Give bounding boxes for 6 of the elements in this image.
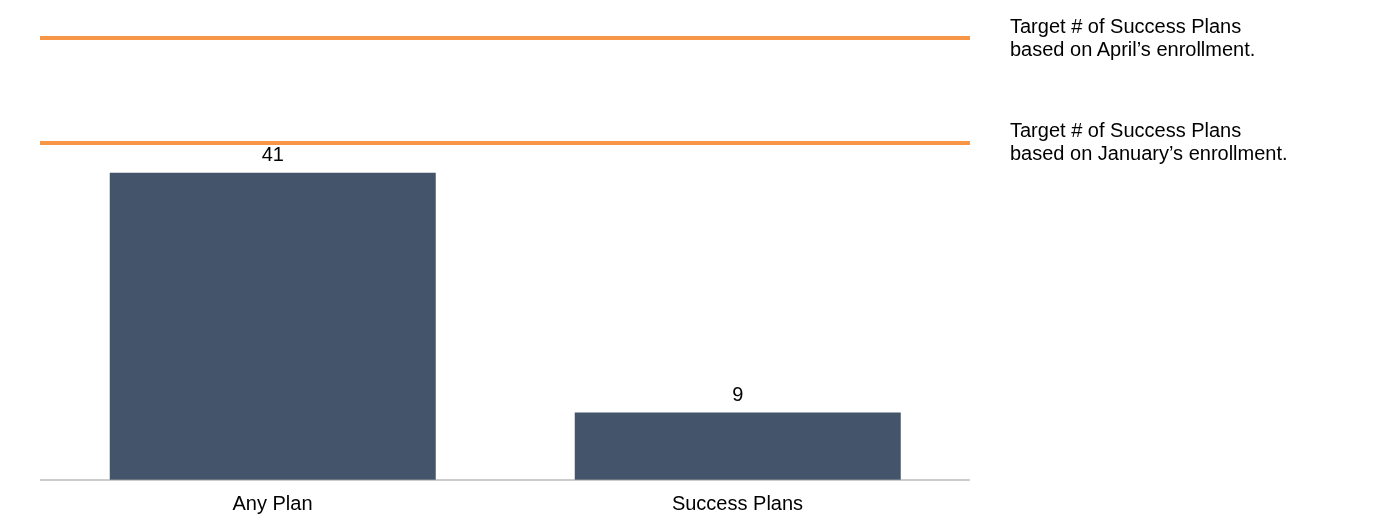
data-label: 9 <box>732 382 744 405</box>
x-tick-label: Any Plan <box>232 492 313 515</box>
x-tick-label: Success Plans <box>671 492 804 515</box>
ref-line-label: Target # of Success Plans based on April’s enrollment. <box>1010 14 1256 60</box>
data-label: 41 <box>261 142 284 165</box>
ref-line-label: Target # of Success Plans based on January’s enrollment. <box>1010 119 1288 165</box>
